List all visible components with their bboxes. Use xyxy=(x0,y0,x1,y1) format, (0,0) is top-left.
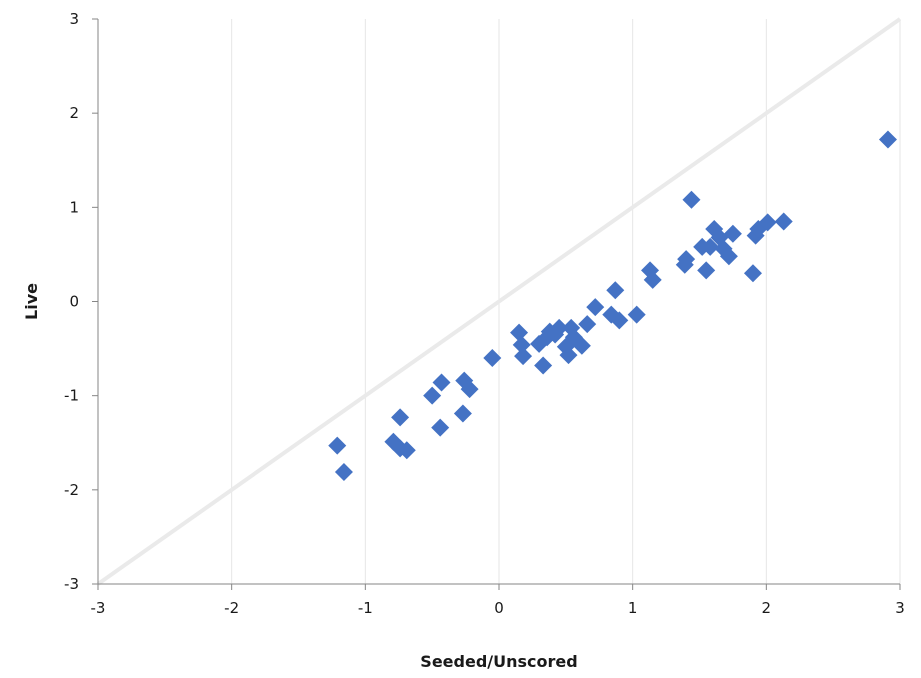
y-tick-label-2: -1 xyxy=(64,387,79,405)
data-point-40 xyxy=(701,237,720,256)
x-tick-label-4: 1 xyxy=(628,599,638,617)
data-point-28 xyxy=(586,298,605,317)
data-point-0 xyxy=(328,436,347,455)
data-point-44 xyxy=(719,247,738,266)
data-point-30 xyxy=(606,281,625,300)
data-point-17 xyxy=(534,356,553,375)
axes: -3 -2 -1 0 1 2 3 -3 -2 -1 0 1 2 3 xyxy=(64,10,905,617)
data-point-14 xyxy=(512,335,531,354)
data-point-46 xyxy=(743,264,762,283)
data-point-1 xyxy=(334,462,353,481)
y-tick-label-4: 1 xyxy=(69,198,79,216)
data-point-37 xyxy=(682,190,701,209)
y-axis-title: Live xyxy=(22,283,41,320)
x-tick-label-6: 3 xyxy=(895,599,905,617)
x-tick-label-5: 2 xyxy=(762,599,772,617)
data-point-12 xyxy=(483,349,502,367)
data-point-27 xyxy=(578,315,597,334)
data-point-21 xyxy=(550,318,569,337)
data-point-23 xyxy=(559,346,578,365)
data-points xyxy=(328,130,897,481)
y-tick-label-3: 0 xyxy=(69,293,79,311)
y-tick-label-1: -2 xyxy=(64,481,79,499)
data-point-4 xyxy=(391,408,410,427)
data-point-32 xyxy=(627,305,646,324)
data-point-26 xyxy=(572,336,591,355)
y-tick-label-0: -3 xyxy=(64,575,79,593)
x-tick-label-3: 0 xyxy=(494,599,504,617)
data-point-36 xyxy=(677,250,696,269)
data-point-31 xyxy=(610,311,629,330)
data-point-39 xyxy=(697,261,716,280)
y-tick-label-5: 2 xyxy=(69,104,79,122)
data-point-15 xyxy=(514,347,533,366)
reference-line xyxy=(96,17,902,586)
x-tick-label-1: -2 xyxy=(224,599,239,617)
data-point-34 xyxy=(643,270,662,289)
x-tick-label-0: -3 xyxy=(91,599,106,617)
data-point-11 xyxy=(460,380,479,399)
data-point-7 xyxy=(431,418,450,437)
data-point-45 xyxy=(723,224,742,243)
data-point-50 xyxy=(774,212,793,231)
data-point-51 xyxy=(878,130,897,149)
data-point-9 xyxy=(453,404,472,423)
grid-lines xyxy=(231,19,901,584)
x-tick-label-2: -1 xyxy=(358,599,373,617)
data-point-6 xyxy=(423,386,442,405)
x-axis-title: Seeded/Unscored xyxy=(420,652,577,671)
data-point-13 xyxy=(510,323,529,342)
y-tick-label-6: 3 xyxy=(69,10,79,28)
data-point-49 xyxy=(758,213,777,232)
data-point-5 xyxy=(397,441,416,460)
data-point-8 xyxy=(432,373,451,392)
